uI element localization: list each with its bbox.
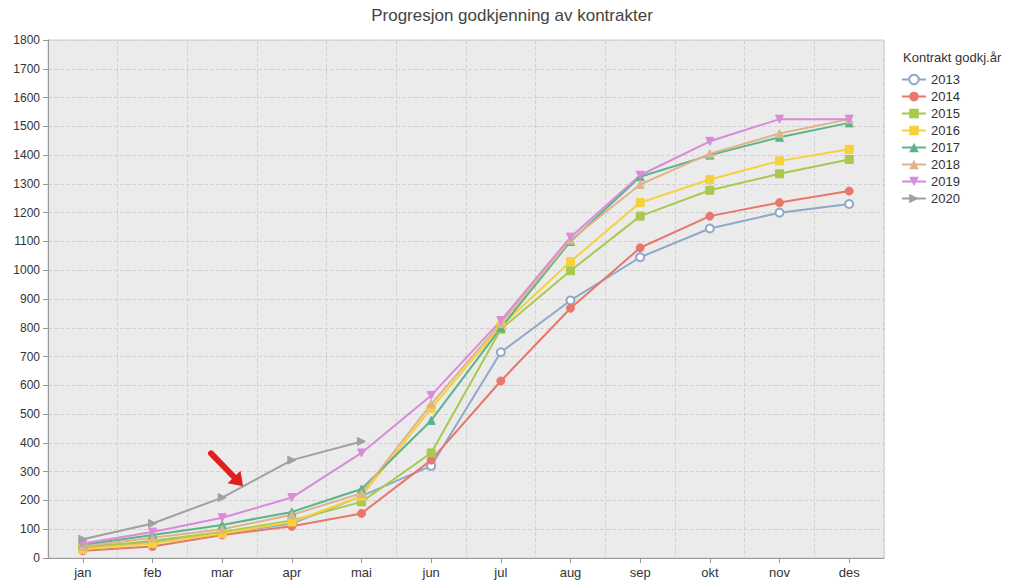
svg-text:okt: okt <box>701 565 719 580</box>
svg-text:des: des <box>839 565 860 580</box>
svg-text:mar: mar <box>211 565 234 580</box>
svg-text:600: 600 <box>20 378 40 392</box>
svg-text:2019: 2019 <box>931 174 960 189</box>
svg-text:1100: 1100 <box>14 234 40 248</box>
svg-text:feb: feb <box>143 565 161 580</box>
svg-text:2016: 2016 <box>931 123 960 138</box>
svg-text:Progresjon godkjenning av kont: Progresjon godkjenning av kontrakter <box>371 6 653 25</box>
svg-text:1000: 1000 <box>13 263 40 277</box>
svg-text:jul: jul <box>493 565 507 580</box>
svg-text:jun: jun <box>421 565 439 580</box>
svg-text:700: 700 <box>20 350 40 364</box>
svg-text:sep: sep <box>630 565 651 580</box>
svg-text:2013: 2013 <box>931 72 960 87</box>
svg-text:2015: 2015 <box>931 106 960 121</box>
svg-text:jan: jan <box>73 565 91 580</box>
svg-text:1500: 1500 <box>13 119 40 133</box>
svg-text:900: 900 <box>20 292 40 306</box>
svg-text:1400: 1400 <box>13 148 40 162</box>
svg-text:1700: 1700 <box>13 62 40 76</box>
svg-text:2020: 2020 <box>931 191 960 206</box>
svg-text:2014: 2014 <box>931 89 960 104</box>
svg-text:2017: 2017 <box>931 140 960 155</box>
svg-text:200: 200 <box>20 493 40 507</box>
svg-text:apr: apr <box>282 565 301 580</box>
svg-text:100: 100 <box>20 522 40 536</box>
svg-text:nov: nov <box>769 565 790 580</box>
svg-text:mai: mai <box>351 565 372 580</box>
svg-text:1300: 1300 <box>13 177 40 191</box>
svg-text:400: 400 <box>20 436 40 450</box>
svg-text:1200: 1200 <box>13 206 40 220</box>
svg-text:500: 500 <box>20 407 40 421</box>
svg-text:1600: 1600 <box>13 91 40 105</box>
svg-text:2018: 2018 <box>931 157 960 172</box>
svg-text:Kontrakt godkj.år: Kontrakt godkj.år <box>903 50 1002 65</box>
svg-text:800: 800 <box>20 321 40 335</box>
svg-text:300: 300 <box>20 465 40 479</box>
svg-text:aug: aug <box>560 565 582 580</box>
svg-text:0: 0 <box>33 551 40 565</box>
svg-text:1800: 1800 <box>13 33 40 47</box>
